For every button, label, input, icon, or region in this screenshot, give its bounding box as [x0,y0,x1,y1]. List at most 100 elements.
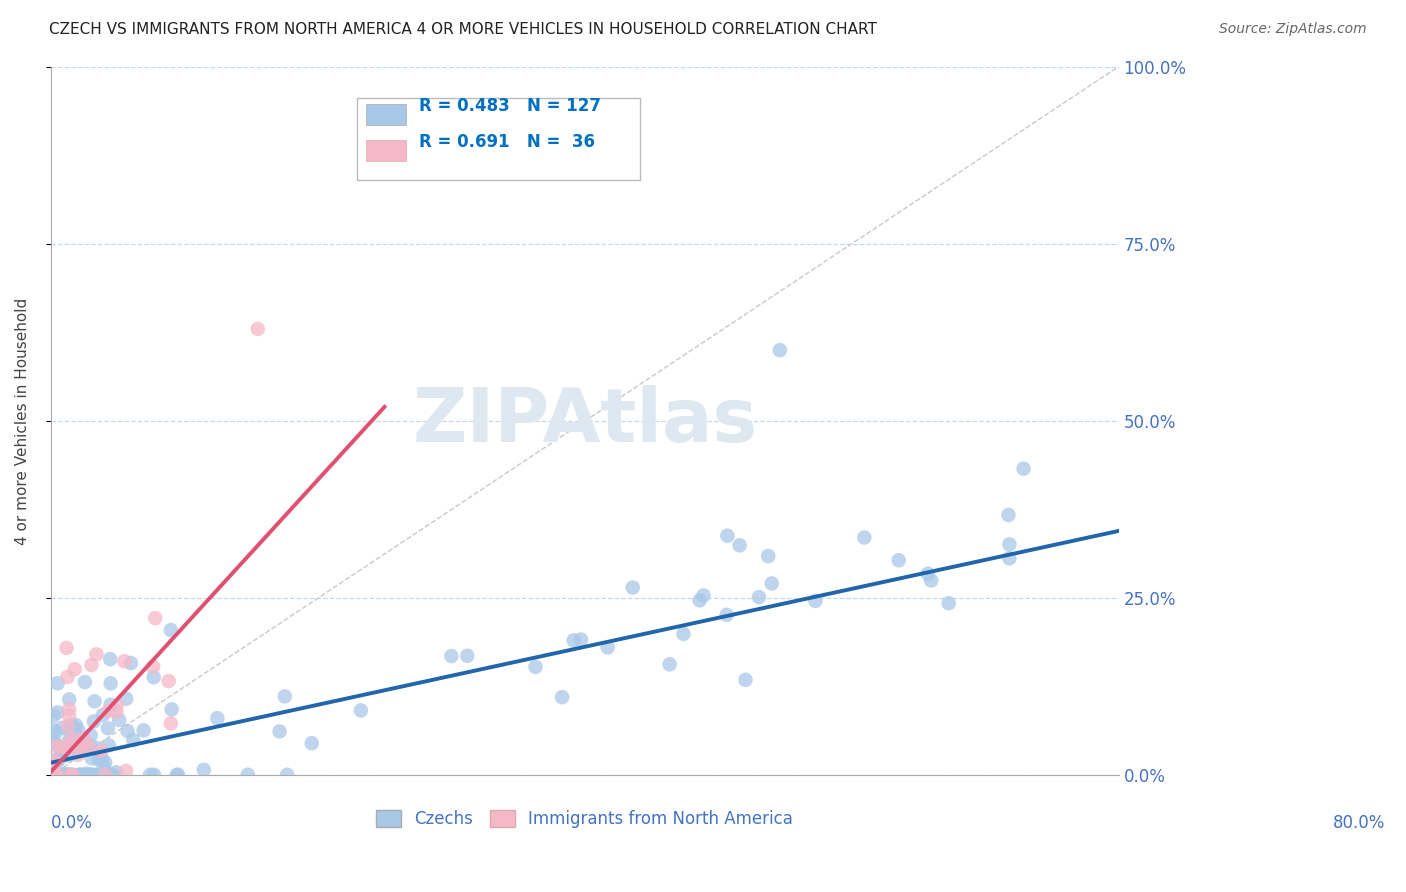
Point [132,723,155,738]
Point [63,739,86,754]
Point [52,768,75,782]
Point [105,765,128,780]
Point [75,736,97,750]
Point [301,736,323,750]
Point [756,549,779,563]
Point [728,538,751,552]
Point [55,768,77,782]
Point [105,705,128,719]
Point [46,768,69,782]
Point [56,768,79,782]
Point [42,735,65,749]
Point [83,768,105,782]
Point [86,768,108,782]
Point [60,768,83,782]
Point [562,633,585,648]
Point [46,753,69,767]
Point [100,676,122,690]
Point [166,768,188,782]
Point [42,753,65,767]
Point [596,640,619,655]
Point [100,698,122,712]
Point [84,740,107,755]
Point [689,593,711,607]
Point [80,658,103,673]
Point [274,690,297,704]
Point [142,659,165,673]
Point [117,724,139,739]
Point [46,768,69,782]
Point [83,714,105,729]
Point [45,752,67,766]
Point [105,698,128,713]
Point [143,768,166,782]
Point [45,725,67,739]
Point [69,768,91,782]
Point [45,768,67,782]
Point [53,768,76,782]
Point [44,768,66,782]
Point [69,768,91,782]
Point [551,690,574,705]
Point [269,724,291,739]
Point [83,694,105,708]
Point [1012,461,1035,475]
Point [49,768,72,782]
Point [93,759,115,773]
Point [167,768,190,782]
Point [53,768,76,782]
Text: ZIPAtlas: ZIPAtlas [412,384,758,458]
Point [160,702,183,716]
Point [94,756,117,770]
Point [692,589,714,603]
Point [142,670,165,684]
Point [73,675,96,690]
Point [115,764,138,778]
Point [42,768,65,782]
Point [42,768,65,782]
Text: R = 0.691   N =  36: R = 0.691 N = 36 [419,133,595,151]
Point [56,739,79,753]
Point [100,768,122,782]
Point [42,756,65,771]
Point [51,743,73,757]
Point [77,739,100,753]
Point [804,594,827,608]
Point [920,574,942,588]
Point [276,768,298,782]
Point [63,723,86,738]
Point [55,768,77,782]
Point [440,648,463,663]
Point [748,590,770,604]
Point [94,768,117,782]
Point [236,768,259,782]
Point [42,758,65,772]
Point [56,718,79,732]
Point [62,768,84,782]
Point [56,670,79,684]
Point [60,718,83,732]
Point [917,566,939,581]
Point [101,768,124,782]
Point [160,716,183,731]
Point [46,753,69,767]
Point [80,751,103,765]
Point [80,768,103,782]
Point [157,674,180,689]
Point [91,707,114,722]
Point [42,764,65,779]
Point [51,740,73,755]
Text: 0.0%: 0.0% [51,814,93,832]
Point [46,706,69,720]
Point [60,768,83,782]
Point [44,768,66,782]
Point [69,768,91,782]
Point [115,691,138,706]
Point [524,660,547,674]
Point [51,721,73,735]
Point [60,731,83,746]
Point [73,768,96,782]
Point [887,553,910,567]
Point [42,768,65,782]
Point [66,739,89,753]
